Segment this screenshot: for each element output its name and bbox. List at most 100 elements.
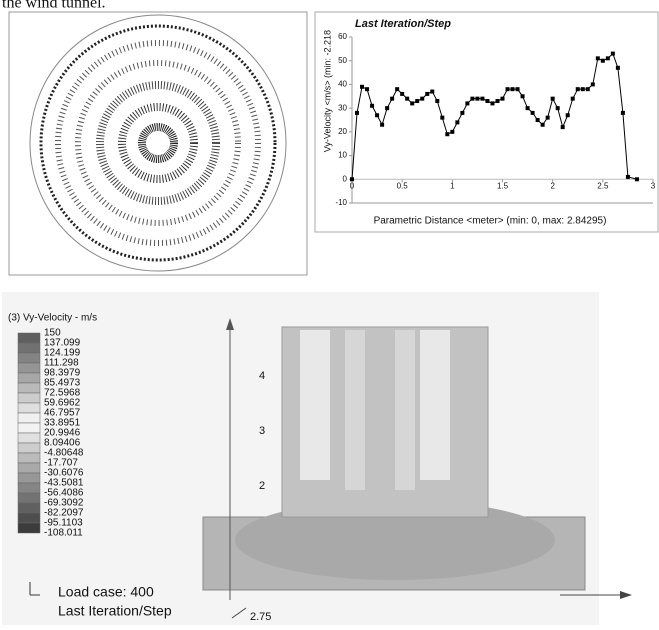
data-point: [370, 104, 374, 108]
x-tick-label: 1.5: [497, 181, 509, 190]
legend-swatch: [18, 453, 40, 463]
legend-swatch: [18, 423, 40, 433]
legend-title: (3) Vy-Velocity - m/s: [8, 313, 97, 324]
legend-swatch: [18, 463, 40, 473]
data-point: [601, 59, 605, 63]
figure: the wind tunnel. (3) Vy-Velocity - m/s L…: [0, 0, 659, 625]
legend-swatch: [18, 413, 40, 423]
data-point: [350, 177, 354, 181]
legend-swatch: [18, 393, 40, 403]
data-point: [415, 99, 419, 103]
page: the wind tunnel. (3) Vy-Velocity - m/s L…: [0, 0, 659, 630]
data-point: [485, 99, 489, 103]
step-label: Last Iteration/Step: [58, 603, 172, 619]
data-point: [576, 87, 580, 91]
legend-swatch: [18, 513, 40, 523]
y-tick-label: 40: [338, 80, 347, 89]
legend-swatch: [18, 353, 40, 363]
data-point: [501, 97, 505, 101]
data-point: [566, 113, 570, 117]
y-tick-label: -10: [335, 198, 347, 207]
data-point: [440, 116, 444, 120]
y-tick-label: 0: [343, 174, 348, 183]
data-point: [365, 87, 369, 91]
data-point: [521, 94, 525, 98]
data-point: [435, 99, 439, 103]
data-point: [380, 123, 384, 127]
data-point: [420, 97, 424, 101]
contour-plot: (3) Vy-Velocity - m/s Load case: 400 Las…: [2, 292, 632, 625]
legend-swatch: [18, 493, 40, 503]
data-point: [606, 56, 610, 60]
y-tick-label: 60: [338, 32, 347, 41]
data-point: [546, 116, 550, 120]
data-point: [526, 106, 530, 110]
data-point: [425, 92, 429, 96]
x-tick-label: 1: [450, 181, 455, 190]
data-point: [400, 92, 404, 96]
data-point: [511, 87, 515, 91]
chart-frame: [315, 12, 658, 232]
data-point: [621, 111, 625, 115]
chart-title: Last Iteration/Step: [355, 18, 451, 30]
data-point: [480, 97, 484, 101]
data-point: [551, 97, 555, 101]
axis-tick-label: 2: [259, 480, 265, 492]
data-point: [561, 125, 565, 129]
legend-swatch: [18, 483, 40, 493]
arrow-head: [620, 591, 632, 599]
data-point: [516, 87, 520, 91]
data-point: [385, 106, 389, 110]
y-tick-label: 10: [338, 151, 347, 160]
data-point: [556, 106, 560, 110]
legend-swatch: [18, 443, 40, 453]
axis-tick-label: 4: [259, 370, 265, 382]
legend-swatch: [18, 343, 40, 353]
x-tick-label: 0.5: [397, 181, 409, 190]
data-point: [541, 123, 545, 127]
data-point: [395, 87, 399, 91]
legend-swatch: [18, 403, 40, 413]
data-point: [410, 101, 414, 105]
contour-band: [395, 330, 415, 490]
data-point: [475, 97, 479, 101]
data-point: [616, 66, 620, 70]
load-case: Load case: 400: [58, 584, 154, 600]
data-point: [445, 132, 449, 136]
y-axis-label: Vy-Velocity <m/s> (min: -2.218: [322, 30, 332, 152]
data-point: [506, 87, 510, 91]
data-point: [430, 90, 434, 94]
contour-band: [420, 330, 450, 480]
axis-tick-label: 3: [259, 425, 265, 437]
x-tick-label: 3: [651, 181, 656, 190]
data-point: [390, 97, 394, 101]
caption-fragment: the wind tunnel.: [2, 0, 106, 12]
data-point: [360, 85, 364, 89]
contour-band: [300, 330, 330, 480]
data-point: [455, 120, 459, 124]
legend-swatch: [18, 373, 40, 383]
data-point: [450, 130, 454, 134]
data-point: [531, 111, 535, 115]
legend-swatch: [18, 473, 40, 483]
y-tick-label: 20: [338, 127, 347, 136]
contour-band: [345, 330, 365, 490]
data-point: [581, 87, 585, 91]
x-tick-label: 0: [350, 181, 355, 190]
data-point: [490, 101, 494, 105]
data-point: [405, 97, 409, 101]
legend-swatch: [18, 333, 40, 343]
data-point: [596, 56, 600, 60]
data-point: [571, 97, 575, 101]
x-tick-label: 2.5: [597, 181, 609, 190]
x-marker-label: 2.75: [250, 611, 271, 623]
data-point: [626, 175, 630, 179]
vector-plot: [9, 12, 307, 275]
legend-swatch: [18, 503, 40, 513]
y-tick-label: 50: [338, 56, 347, 65]
data-point: [495, 99, 499, 103]
data-point: [470, 97, 474, 101]
data-point: [586, 87, 590, 91]
x-tick-label: 2: [550, 181, 555, 190]
data-point: [375, 113, 379, 117]
